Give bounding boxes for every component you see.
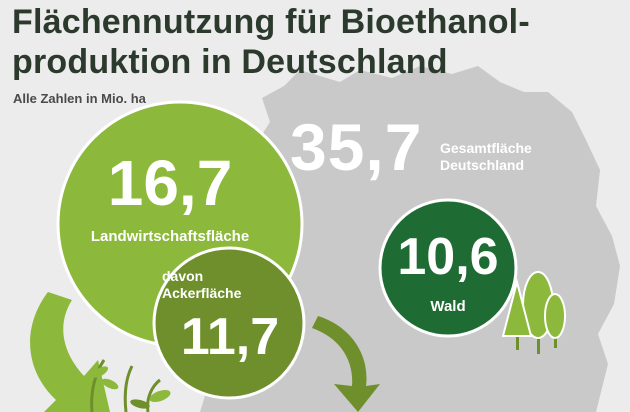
arable-label-line-1: davon <box>162 268 204 284</box>
arrow-left-shape <box>30 292 110 412</box>
title-line-1: Flächennutzung für Bioethanol- <box>12 3 530 41</box>
total-area-label-line-2: Deutschland <box>440 157 525 173</box>
total-area-label-line-1: Gesamtfläche <box>440 140 532 156</box>
arrow-right-shape <box>312 316 380 412</box>
agriculture-label: Landwirtschaftsfläche <box>90 228 250 245</box>
arable-label-line-2: Ackerfläche <box>162 285 242 301</box>
forest-value: 10,6 <box>397 228 499 286</box>
total-area-label: Gesamtfläche Deutschland <box>440 140 532 174</box>
forest-label: Wald <box>430 298 466 315</box>
arable-circle <box>152 246 306 400</box>
units-note: Alle Zahlen in Mio. ha <box>13 91 146 106</box>
arable-value: 11,7 <box>180 308 280 366</box>
tree-icon <box>501 271 566 354</box>
arable-label: davon Ackerfläche <box>162 268 272 302</box>
title-line-2: produktion in Deutschland <box>12 43 448 81</box>
forest-circle <box>378 198 518 338</box>
page-title: Flächennutzung für Bioethanol- produktio… <box>12 2 530 82</box>
plant-illustration <box>90 359 171 412</box>
total-area-value: 35,7 <box>290 110 423 184</box>
agriculture-value: 16,7 <box>107 147 233 219</box>
